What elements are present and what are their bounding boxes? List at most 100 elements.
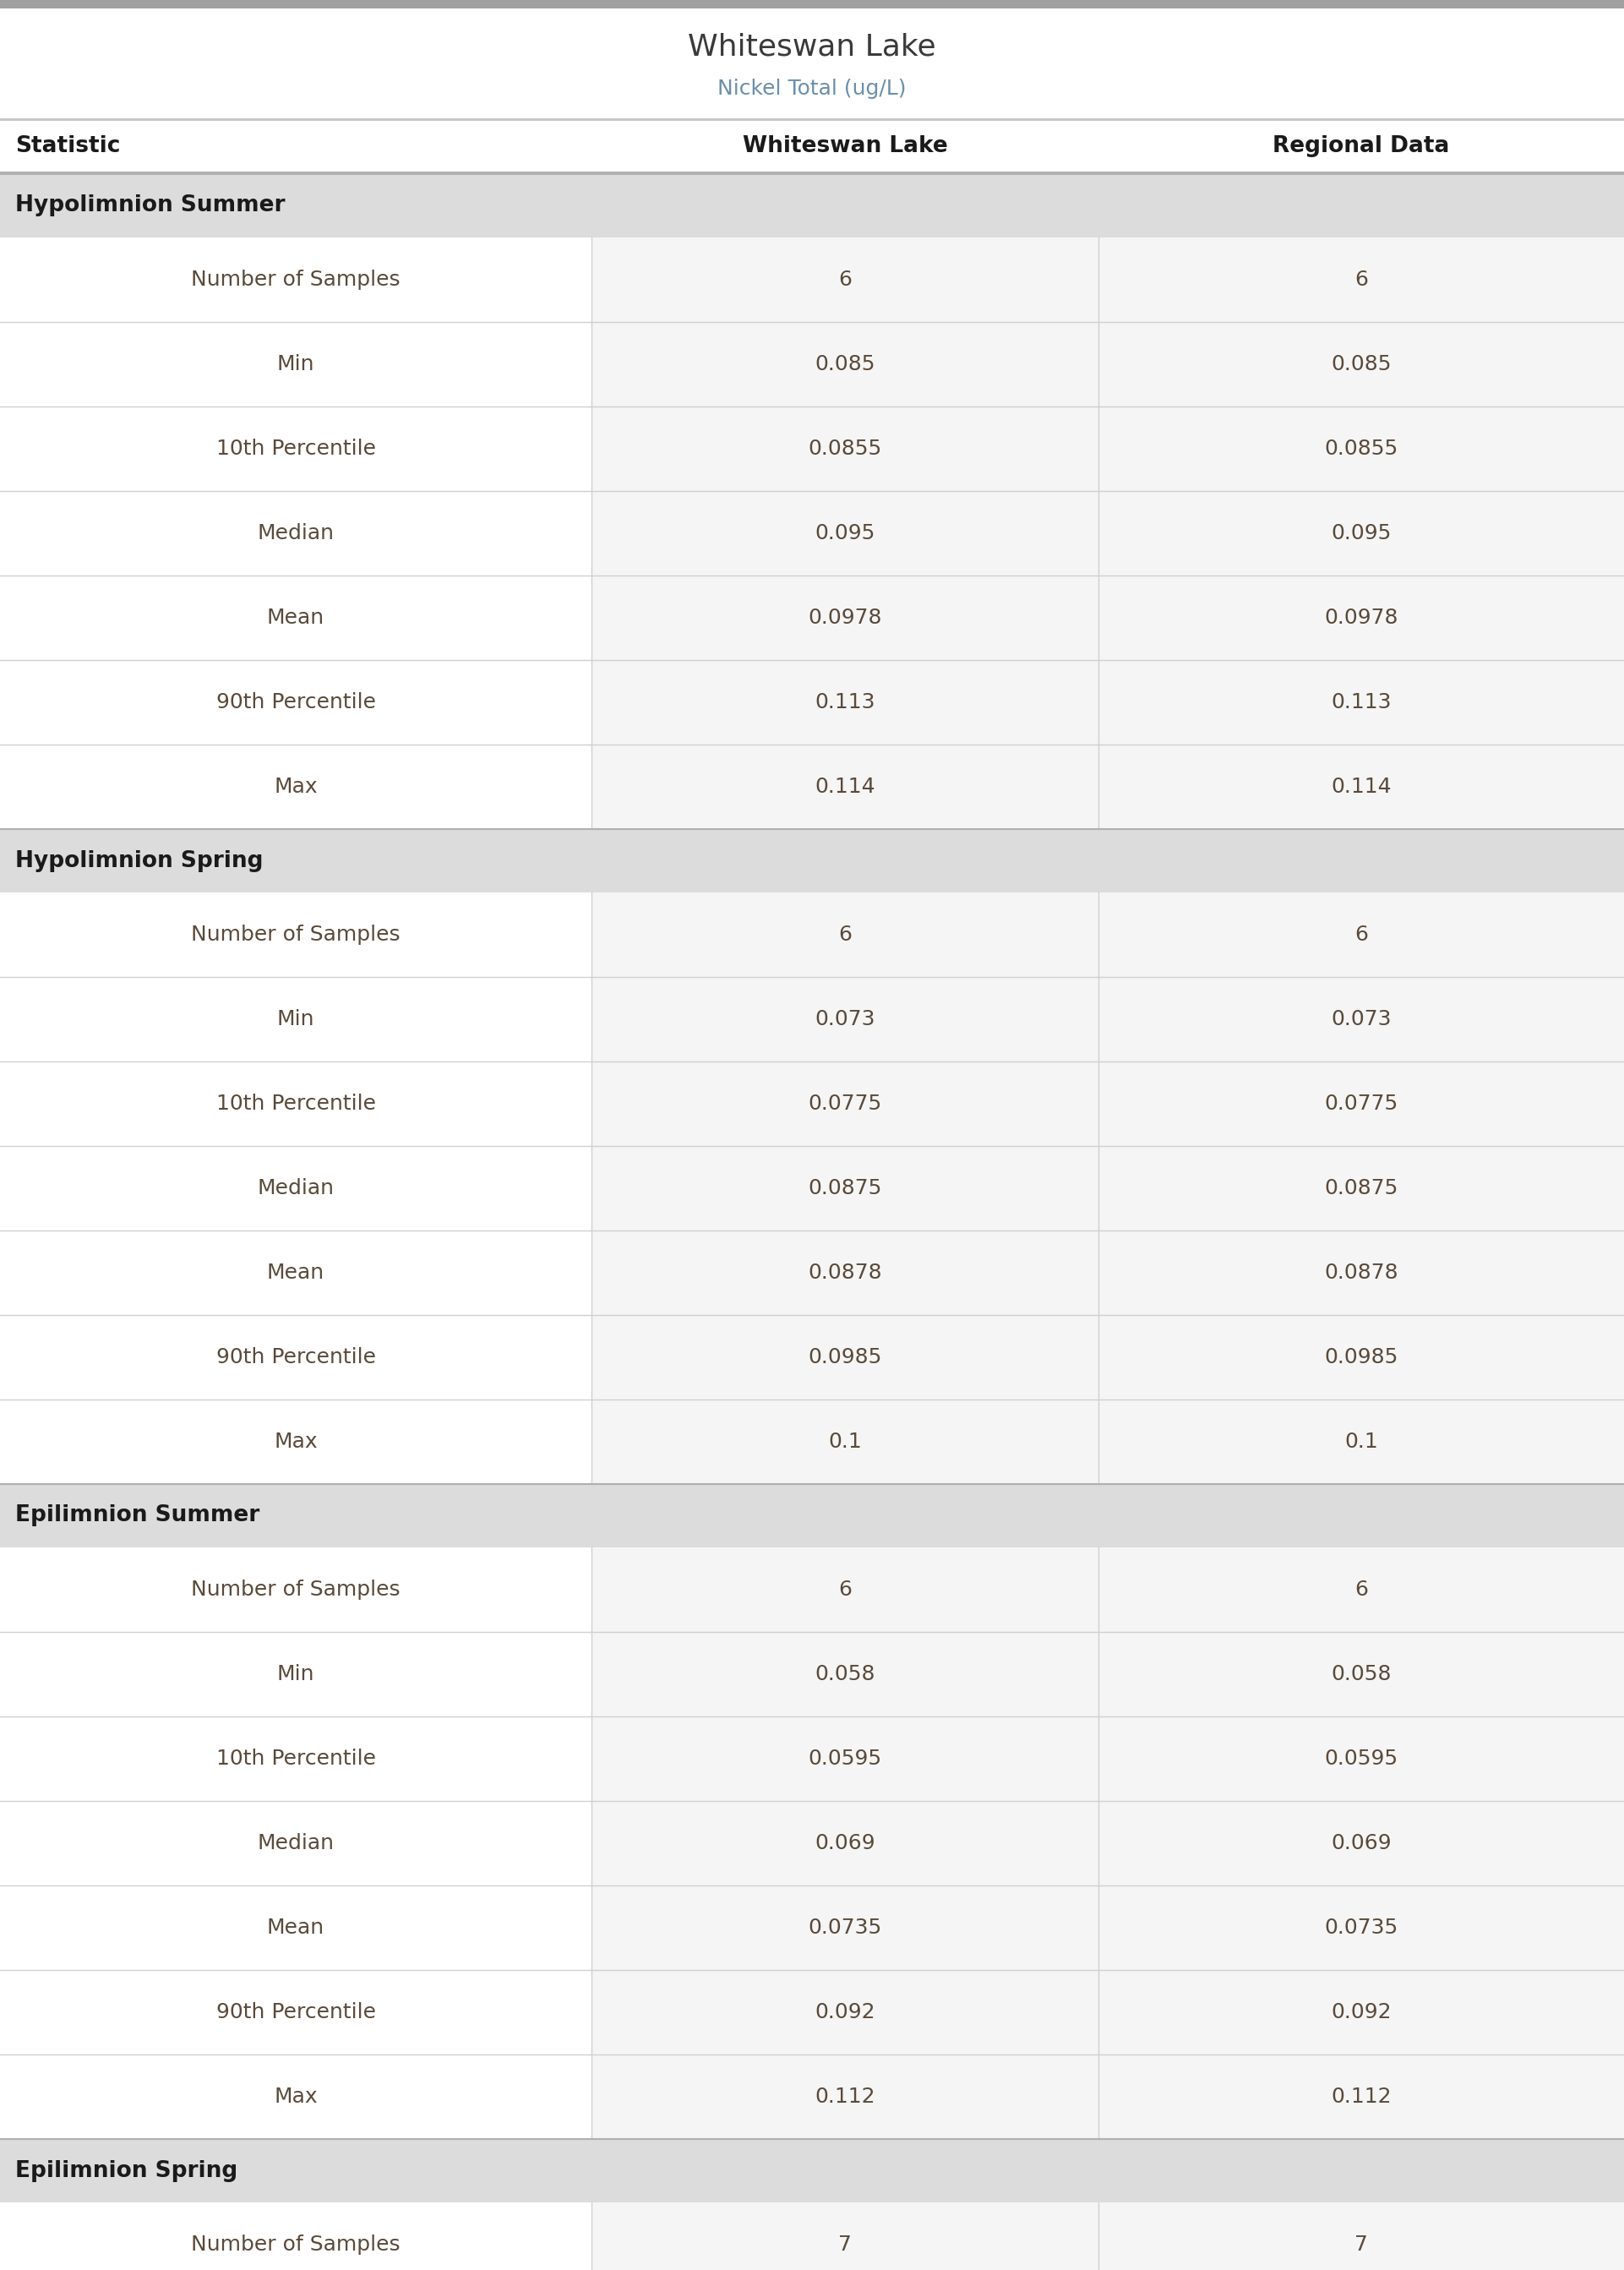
Text: Median: Median — [257, 1834, 335, 1852]
Bar — [0, 1800, 591, 1886]
Bar — [0, 1146, 591, 1230]
Bar — [0, 1230, 591, 1314]
Text: Number of Samples: Number of Samples — [192, 1580, 401, 1600]
Text: Number of Samples: Number of Samples — [192, 2234, 401, 2254]
Text: Max: Max — [274, 1432, 318, 1453]
Bar — [0, 745, 591, 829]
Text: 6: 6 — [838, 270, 851, 291]
Text: 10th Percentile: 10th Percentile — [216, 1094, 375, 1115]
Bar — [591, 1886, 1624, 1970]
Bar — [591, 490, 1624, 577]
Bar — [591, 976, 1624, 1062]
Text: Mean: Mean — [266, 1918, 325, 1939]
Text: 0.095: 0.095 — [815, 522, 875, 543]
Text: 0.0875: 0.0875 — [809, 1178, 882, 1199]
Text: 0.113: 0.113 — [815, 692, 875, 713]
Text: 90th Percentile: 90th Percentile — [216, 2002, 375, 2023]
Bar — [0, 2138, 1624, 2202]
Bar — [0, 1970, 591, 2054]
Bar — [0, 1632, 591, 1716]
Text: 0.0775: 0.0775 — [1324, 1094, 1398, 1115]
Bar — [591, 406, 1624, 490]
Bar — [0, 0, 1624, 9]
Bar — [591, 1800, 1624, 1886]
Text: 0.113: 0.113 — [1332, 692, 1392, 713]
Text: Whiteswan Lake: Whiteswan Lake — [689, 32, 935, 61]
Text: 0.0595: 0.0595 — [809, 1748, 882, 1768]
Bar — [0, 1401, 591, 1485]
Text: Regional Data: Regional Data — [1273, 136, 1450, 157]
Bar — [0, 661, 591, 745]
Bar — [0, 175, 1624, 238]
Bar — [0, 490, 591, 577]
Text: 0.0978: 0.0978 — [809, 608, 882, 629]
Text: 90th Percentile: 90th Percentile — [216, 692, 375, 713]
Text: Min: Min — [278, 1664, 315, 1684]
Bar — [591, 745, 1624, 829]
Text: Min: Min — [278, 354, 315, 375]
Bar — [0, 120, 1624, 173]
Text: 0.112: 0.112 — [815, 2086, 875, 2107]
Text: Whiteswan Lake: Whiteswan Lake — [742, 136, 947, 157]
Bar — [591, 1970, 1624, 2054]
Text: 0.069: 0.069 — [815, 1834, 875, 1852]
Bar — [591, 1146, 1624, 1230]
Text: 0.085: 0.085 — [815, 354, 875, 375]
Bar — [0, 1548, 591, 1632]
Bar — [591, 1314, 1624, 1401]
Text: 0.085: 0.085 — [1332, 354, 1392, 375]
Bar — [591, 892, 1624, 976]
Bar — [0, 1062, 591, 1146]
Bar — [591, 661, 1624, 745]
Text: 0.058: 0.058 — [815, 1664, 875, 1684]
Text: Max: Max — [274, 776, 318, 797]
Text: 0.0985: 0.0985 — [1324, 1346, 1398, 1367]
Bar — [591, 1230, 1624, 1314]
Text: 0.0855: 0.0855 — [809, 438, 882, 459]
Text: Epilimnion Summer: Epilimnion Summer — [15, 1505, 260, 1528]
Bar — [591, 322, 1624, 406]
Bar — [0, 118, 1624, 120]
Bar — [0, 322, 591, 406]
Text: 7: 7 — [838, 2234, 851, 2254]
Text: Statistic: Statistic — [15, 136, 120, 157]
Text: 0.112: 0.112 — [1332, 2086, 1392, 2107]
Text: 0.0878: 0.0878 — [807, 1262, 882, 1283]
Text: 10th Percentile: 10th Percentile — [216, 1748, 375, 1768]
Text: 0.1: 0.1 — [828, 1432, 862, 1453]
Text: 0.095: 0.095 — [1332, 522, 1392, 543]
Text: 0.1: 0.1 — [1345, 1432, 1379, 1453]
Bar — [0, 2202, 591, 2270]
Text: 0.092: 0.092 — [1332, 2002, 1392, 2023]
Bar — [591, 1548, 1624, 1632]
Bar — [591, 1062, 1624, 1146]
Text: 0.092: 0.092 — [815, 2002, 875, 2023]
Text: 0.0735: 0.0735 — [1324, 1918, 1398, 1939]
Text: Median: Median — [257, 1178, 335, 1199]
Bar — [0, 976, 591, 1062]
Bar — [591, 1632, 1624, 1716]
Bar — [591, 2202, 1624, 2270]
Text: Hypolimnion Summer: Hypolimnion Summer — [15, 195, 286, 216]
Bar — [0, 829, 1624, 892]
Text: 0.0875: 0.0875 — [1324, 1178, 1398, 1199]
Bar — [0, 406, 591, 490]
Text: 6: 6 — [1354, 924, 1367, 944]
Bar — [0, 892, 591, 976]
Bar — [0, 1716, 591, 1800]
Text: Number of Samples: Number of Samples — [192, 924, 401, 944]
Text: Hypolimnion Spring: Hypolimnion Spring — [15, 849, 263, 872]
Text: Min: Min — [278, 1010, 315, 1028]
Bar — [591, 577, 1624, 661]
Text: 0.0855: 0.0855 — [1324, 438, 1398, 459]
Text: Nickel Total (ug/L): Nickel Total (ug/L) — [718, 79, 906, 100]
Text: Epilimnion Spring: Epilimnion Spring — [15, 2159, 237, 2181]
Text: 6: 6 — [1354, 1580, 1367, 1600]
Bar — [591, 238, 1624, 322]
Text: 0.114: 0.114 — [815, 776, 875, 797]
Bar — [0, 577, 591, 661]
Bar — [591, 1401, 1624, 1485]
Text: 6: 6 — [838, 924, 851, 944]
Bar — [0, 173, 1624, 175]
Text: Max: Max — [274, 2086, 318, 2107]
